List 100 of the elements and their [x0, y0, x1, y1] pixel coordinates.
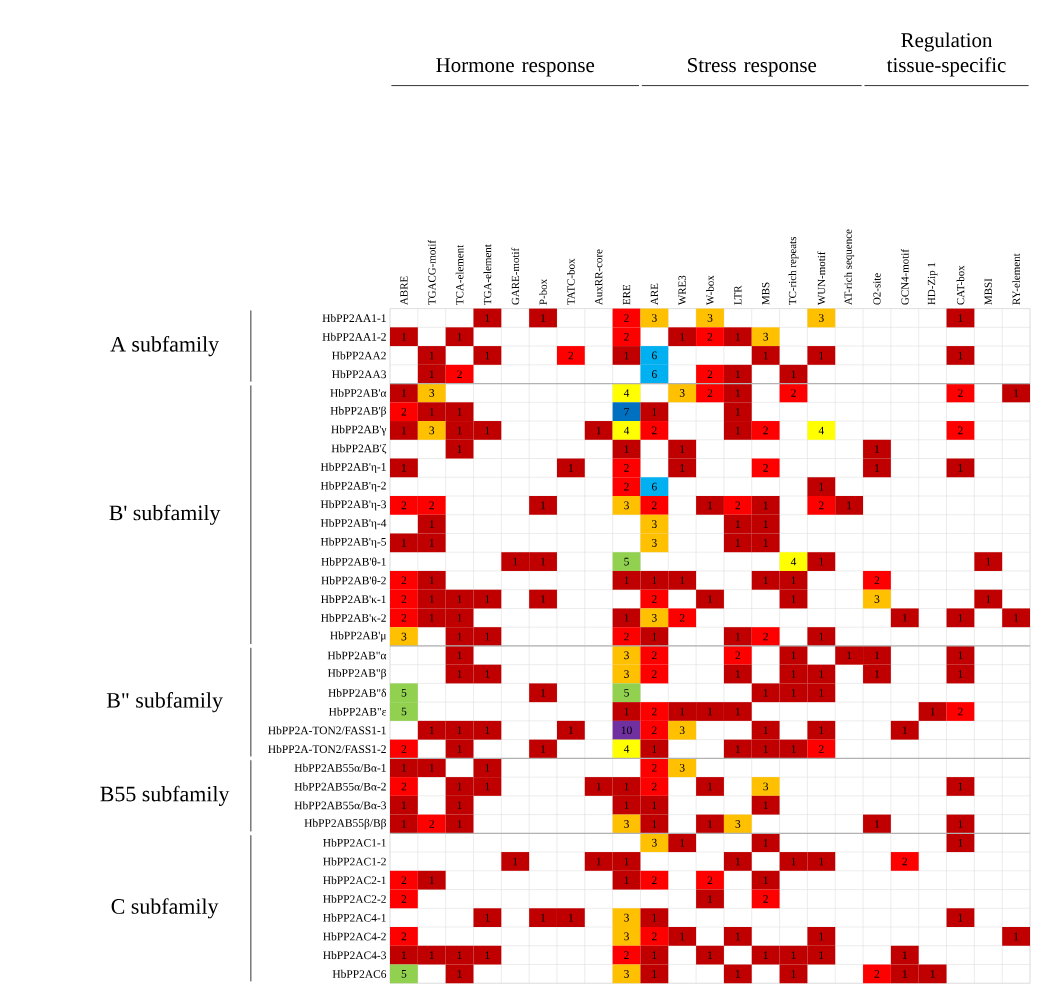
data-label: 2 — [707, 876, 713, 884]
data-label: 1 — [763, 745, 768, 753]
data-label: 1 — [429, 763, 434, 772]
data-label: 1 — [680, 332, 685, 341]
data-label: 1 — [735, 670, 740, 678]
data-label: 1 — [791, 370, 796, 378]
data-label: 1 — [596, 782, 601, 791]
data-label: 2 — [401, 876, 407, 884]
data-label: 1 — [763, 520, 768, 528]
data-label: 3 — [624, 913, 629, 922]
data-label: 3 — [763, 332, 769, 341]
x-tick-label: HD-Zip 1 — [927, 262, 938, 305]
data-label: 2 — [958, 707, 963, 716]
data-label: 5 — [401, 688, 407, 697]
data-label: 1 — [402, 332, 407, 341]
x-tick-label: TGACG-motif — [427, 239, 436, 305]
x-tick-label: ERE — [622, 284, 631, 305]
data-label: 1 — [457, 670, 462, 678]
data-label: 2 — [763, 895, 768, 903]
data-label: 3 — [707, 314, 713, 322]
data-label: 5 — [401, 707, 407, 716]
data-label: 2 — [401, 501, 407, 510]
data-label: 1 — [735, 426, 740, 435]
data-label: 2 — [401, 745, 407, 753]
y-tick-label: HbPP2AB'η-1 — [320, 462, 386, 474]
y-tick-label: HbPP2AA2 — [332, 351, 386, 360]
data-label: 1 — [958, 651, 963, 660]
data-label: 2 — [958, 389, 963, 397]
data-label: 1 — [958, 351, 963, 360]
data-label: 2 — [624, 464, 629, 472]
data-label: 2 — [401, 932, 407, 941]
x-tick-label: AT-rich sequence — [844, 229, 855, 305]
data-label: 1 — [429, 876, 434, 884]
data-label: 1 — [791, 595, 796, 603]
y-tick-label: HbPP2AB'α — [330, 388, 387, 397]
data-label: 3 — [652, 613, 657, 622]
data-label: 1 — [763, 351, 768, 360]
data-label: 3 — [652, 838, 657, 847]
y-tick-label: HbPP2AB'β — [330, 406, 386, 417]
data-label: 2 — [624, 332, 629, 341]
data-label: 2 — [651, 707, 657, 716]
data-label: 2 — [401, 614, 407, 622]
data-label: 1 — [485, 595, 490, 603]
data-label: 1 — [958, 464, 963, 472]
x-tick-label: RY-element — [1012, 253, 1020, 305]
data-label: 3 — [624, 932, 629, 941]
data-label: 1 — [485, 632, 490, 641]
data-label: 1 — [708, 707, 713, 716]
data-label: 1 — [819, 951, 824, 959]
y-tick-label: HbPP2AB"β — [327, 668, 386, 680]
data-label: 1 — [986, 595, 991, 603]
data-label: 1 — [541, 314, 546, 322]
data-label: 1 — [457, 745, 462, 753]
data-label: 1 — [485, 951, 490, 959]
x-tick-label: P-box — [539, 279, 547, 305]
data-label: 1 — [624, 782, 629, 791]
x-tick-label: TCA-element — [455, 244, 464, 305]
data-label: 2 — [818, 501, 824, 510]
data-label: 1 — [875, 651, 880, 660]
y-tick-label: HbPP2AC1-2 — [323, 857, 386, 866]
x-tick-label: TATC-box — [567, 258, 575, 305]
data-label: 2 — [651, 876, 657, 884]
data-label: 1 — [791, 576, 796, 585]
x-tick-label: WRE3 — [678, 275, 686, 306]
data-label: 1 — [791, 951, 796, 959]
data-label: 1 — [429, 351, 434, 360]
data-label: 1 — [958, 670, 963, 678]
data-label: 1 — [902, 970, 907, 978]
text: B55 subfamily — [100, 785, 230, 806]
data-label: 1 — [735, 932, 740, 941]
data-label: 1 — [819, 351, 824, 360]
data-label: 1 — [513, 557, 518, 566]
x-tick-label: MBSI — [984, 278, 992, 305]
data-label: 2 — [624, 482, 629, 491]
data-label: 1 — [457, 801, 462, 809]
data-label: 1 — [513, 857, 518, 866]
data-label: 1 — [902, 951, 907, 959]
y-tick-label: HbPP2AB'θ-1 — [321, 557, 386, 566]
data-label: 2 — [874, 970, 880, 978]
data-label: 1 — [791, 670, 796, 678]
data-label: 1 — [875, 445, 880, 453]
data-label: 1 — [958, 314, 963, 322]
data-label: 1 — [457, 595, 462, 603]
data-label: 1 — [541, 557, 546, 566]
data-label: 1 — [763, 726, 768, 735]
y-tick-label: HbPP2AB"δ — [328, 688, 387, 697]
text: Hormone response — [436, 58, 595, 77]
data-label: 2 — [735, 651, 741, 660]
data-label: 1 — [791, 857, 796, 866]
data-label: 2 — [707, 332, 713, 341]
data-label: 1 — [429, 726, 434, 735]
data-label: 1 — [708, 820, 713, 828]
x-tick-label: MBS — [761, 282, 770, 305]
data-label: 3 — [874, 595, 880, 603]
data-label: 1 — [402, 389, 407, 397]
data-label: 2 — [707, 370, 713, 378]
data-label: 1 — [708, 951, 713, 959]
data-label: 1 — [763, 688, 768, 697]
data-label: 1 — [569, 913, 574, 922]
data-label: 1 — [735, 389, 740, 397]
